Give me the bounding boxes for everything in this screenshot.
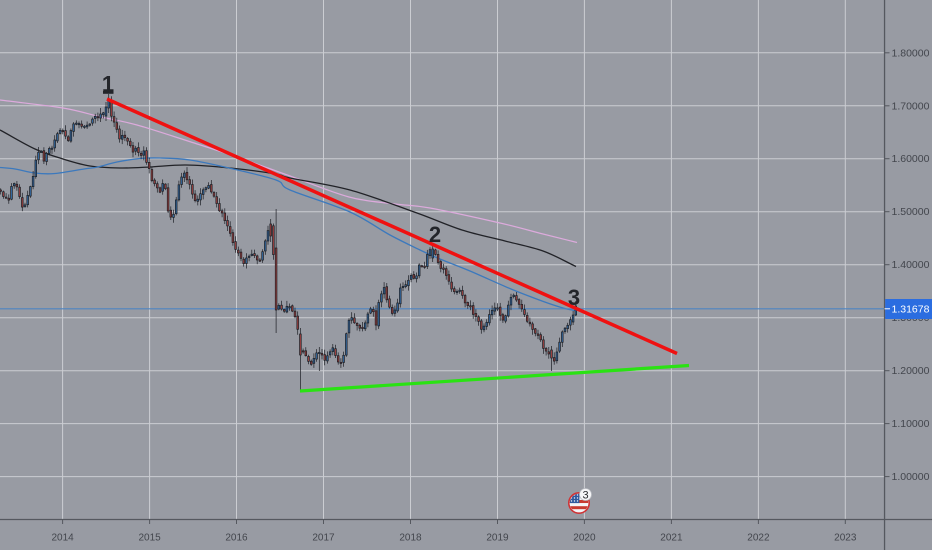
svg-text:2015: 2015 <box>138 533 161 544</box>
svg-text:1.31678: 1.31678 <box>892 304 930 316</box>
svg-text:3: 3 <box>582 490 588 502</box>
svg-text:2018: 2018 <box>399 533 422 544</box>
svg-text:2021: 2021 <box>660 533 683 544</box>
svg-text:1.80000: 1.80000 <box>892 47 930 59</box>
svg-text:1.20000: 1.20000 <box>892 365 930 377</box>
svg-text:1.60000: 1.60000 <box>892 153 930 165</box>
svg-text:3: 3 <box>568 285 580 310</box>
svg-text:2020: 2020 <box>573 533 596 544</box>
svg-text:2017: 2017 <box>312 533 335 544</box>
svg-text:2022: 2022 <box>747 533 770 544</box>
svg-text:1: 1 <box>102 72 114 97</box>
svg-text:1.40000: 1.40000 <box>892 259 930 271</box>
svg-text:2014: 2014 <box>51 533 74 544</box>
svg-text:1.50000: 1.50000 <box>892 206 930 218</box>
svg-text:2019: 2019 <box>486 533 509 544</box>
svg-text:1.00000: 1.00000 <box>892 471 930 483</box>
svg-text:2016: 2016 <box>225 533 248 544</box>
svg-text:2023: 2023 <box>834 533 857 544</box>
svg-text:2: 2 <box>429 222 441 247</box>
svg-text:1.70000: 1.70000 <box>892 100 930 112</box>
svg-text:1.10000: 1.10000 <box>892 418 930 430</box>
